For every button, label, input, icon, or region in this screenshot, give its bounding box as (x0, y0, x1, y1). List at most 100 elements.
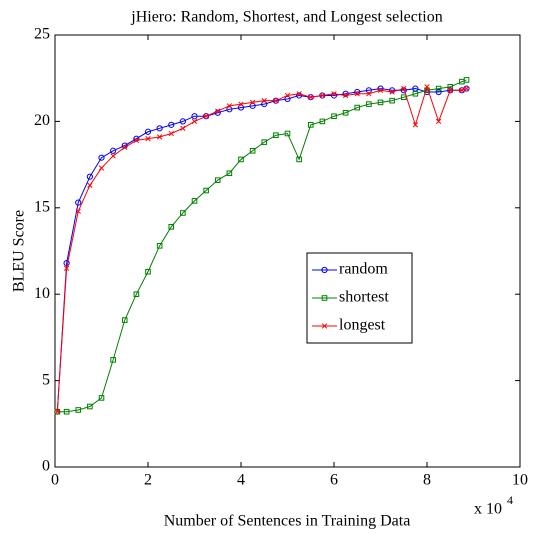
marker (321, 295, 328, 301)
marker (435, 85, 442, 92)
marker (261, 101, 268, 108)
marker (249, 99, 256, 106)
marker (238, 101, 244, 107)
marker (226, 106, 233, 113)
marker (133, 135, 140, 142)
marker (191, 113, 198, 120)
marker (273, 98, 279, 104)
marker (447, 84, 454, 90)
marker (296, 92, 303, 99)
marker (110, 147, 117, 154)
y-tick-label: 20 (34, 112, 50, 129)
marker (400, 87, 407, 94)
marker (145, 268, 151, 275)
marker (98, 395, 105, 401)
marker (54, 409, 60, 415)
marker (435, 88, 442, 96)
marker (321, 323, 328, 329)
marker (424, 84, 430, 90)
marker (401, 85, 407, 92)
marker (122, 144, 128, 150)
marker (308, 94, 314, 100)
marker (75, 407, 82, 413)
marker (459, 87, 465, 93)
y-tick-label: 0 (42, 458, 50, 475)
marker (121, 317, 128, 323)
marker (284, 130, 291, 137)
marker (191, 198, 198, 204)
marker (307, 122, 314, 128)
marker (331, 91, 337, 97)
marker (98, 154, 105, 161)
x-tick-label: 8 (423, 472, 431, 489)
marker (63, 265, 70, 271)
marker (156, 243, 163, 249)
marker (366, 91, 372, 97)
marker (284, 92, 291, 99)
marker (463, 77, 470, 83)
marker (366, 101, 372, 107)
marker (377, 85, 384, 92)
marker (237, 104, 245, 111)
marker (447, 87, 453, 93)
marker (342, 90, 349, 97)
chart-title: jHiero: Random, Shortest, and Longest se… (130, 9, 443, 26)
marker (214, 109, 221, 116)
marker (87, 403, 93, 410)
marker (389, 97, 395, 104)
x-tick-label: 0 (51, 472, 59, 489)
marker (412, 122, 419, 128)
marker (75, 208, 81, 214)
y-tick-label: 5 (42, 371, 50, 388)
marker (63, 408, 70, 415)
marker (261, 98, 267, 104)
y-tick-label: 25 (34, 26, 50, 43)
marker (389, 89, 395, 95)
series-line (56, 85, 467, 412)
marker (144, 128, 152, 135)
marker (133, 137, 140, 144)
marker (342, 109, 349, 116)
marker (330, 92, 338, 99)
marker (249, 102, 256, 109)
marker (319, 118, 326, 125)
x-multiplier: x 10 (474, 501, 502, 518)
marker (226, 103, 233, 109)
marker (180, 210, 186, 216)
x-tick-label: 6 (330, 472, 338, 489)
marker (354, 91, 360, 97)
y-axis-label: BLEU Score (11, 210, 28, 292)
x-tick-label: 10 (512, 472, 528, 489)
marker (75, 199, 82, 206)
marker (86, 173, 93, 180)
marker (354, 88, 361, 96)
marker (321, 266, 328, 274)
marker (203, 113, 209, 119)
marker (226, 170, 233, 177)
marker (377, 99, 384, 106)
marker (180, 125, 186, 131)
marker (238, 156, 244, 163)
marker (98, 165, 105, 171)
series-line (56, 88, 467, 412)
legend-label: shortest (339, 289, 389, 306)
marker (319, 92, 326, 99)
marker (133, 291, 140, 297)
marker (168, 224, 175, 230)
marker (296, 91, 302, 97)
marker (203, 187, 209, 194)
marker (365, 87, 372, 94)
marker (331, 113, 337, 120)
marker (249, 147, 256, 154)
marker (63, 259, 70, 267)
marker (435, 118, 442, 125)
plot-frame (54, 34, 521, 468)
marker (463, 85, 470, 92)
y-tick-label: 10 (34, 285, 50, 302)
marker (168, 130, 174, 137)
marker (156, 125, 163, 132)
marker (214, 177, 221, 183)
marker (273, 132, 279, 139)
series-line (57, 79, 467, 413)
